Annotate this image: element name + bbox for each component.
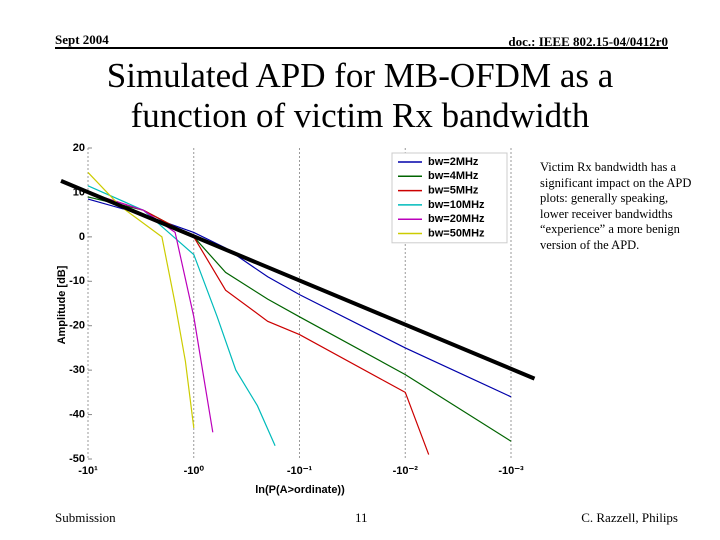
title-line: Simulated APD for MB-OFDM as a bbox=[106, 56, 614, 95]
footer-right: C. Razzell, Philips bbox=[581, 510, 678, 525]
series-line bbox=[87, 191, 430, 455]
legend-box bbox=[391, 152, 508, 244]
title: Simulated APD for MB-OFDM as a function … bbox=[0, 56, 720, 136]
legend-label: bw=20MHz bbox=[428, 213, 485, 225]
header-left: Sept 2004 bbox=[55, 32, 109, 47]
legend-label: bw=50MHz bbox=[428, 227, 485, 239]
footer-center: 11 bbox=[355, 510, 368, 525]
footer-left: Submission bbox=[55, 510, 116, 525]
y-axis-label: Amplitude [dB] bbox=[56, 265, 68, 344]
series-line bbox=[87, 191, 214, 433]
series-line bbox=[87, 185, 276, 446]
x-axis-label: ln(P(A>ordinate)) bbox=[255, 484, 345, 496]
x-tick-label: -10⁻¹ bbox=[287, 465, 313, 477]
x-tick-label: -10⁻³ bbox=[498, 465, 524, 477]
title-line: function of victim Rx bandwidth bbox=[130, 96, 590, 135]
y-tick-label: -20 bbox=[69, 320, 85, 332]
trend-line bbox=[60, 179, 536, 381]
legend-label: bw=10MHz bbox=[428, 199, 485, 211]
y-tick-label: 20 bbox=[73, 142, 85, 154]
x-tick-label: -10¹ bbox=[78, 465, 98, 477]
header-right: doc.: IEEE 802.15-04/0412r0 bbox=[508, 34, 668, 49]
y-tick-label: -10 bbox=[69, 275, 85, 287]
x-tick-label: -10⁰ bbox=[184, 465, 205, 477]
y-tick-label: -40 bbox=[69, 408, 85, 420]
side-text: Victim Rx bandwidth has a significant im… bbox=[540, 160, 692, 252]
header-rule bbox=[55, 47, 668, 49]
y-tick-label: -30 bbox=[69, 364, 85, 376]
legend-label: bw=2MHz bbox=[428, 156, 479, 168]
x-tick-label: -10⁻² bbox=[393, 465, 419, 477]
legend-label: bw=5MHz bbox=[428, 185, 479, 197]
legend-label: bw=4MHz bbox=[428, 170, 479, 182]
series-line bbox=[87, 171, 195, 428]
y-tick-label: -50 bbox=[69, 453, 85, 465]
y-tick-label: 0 bbox=[79, 231, 85, 243]
